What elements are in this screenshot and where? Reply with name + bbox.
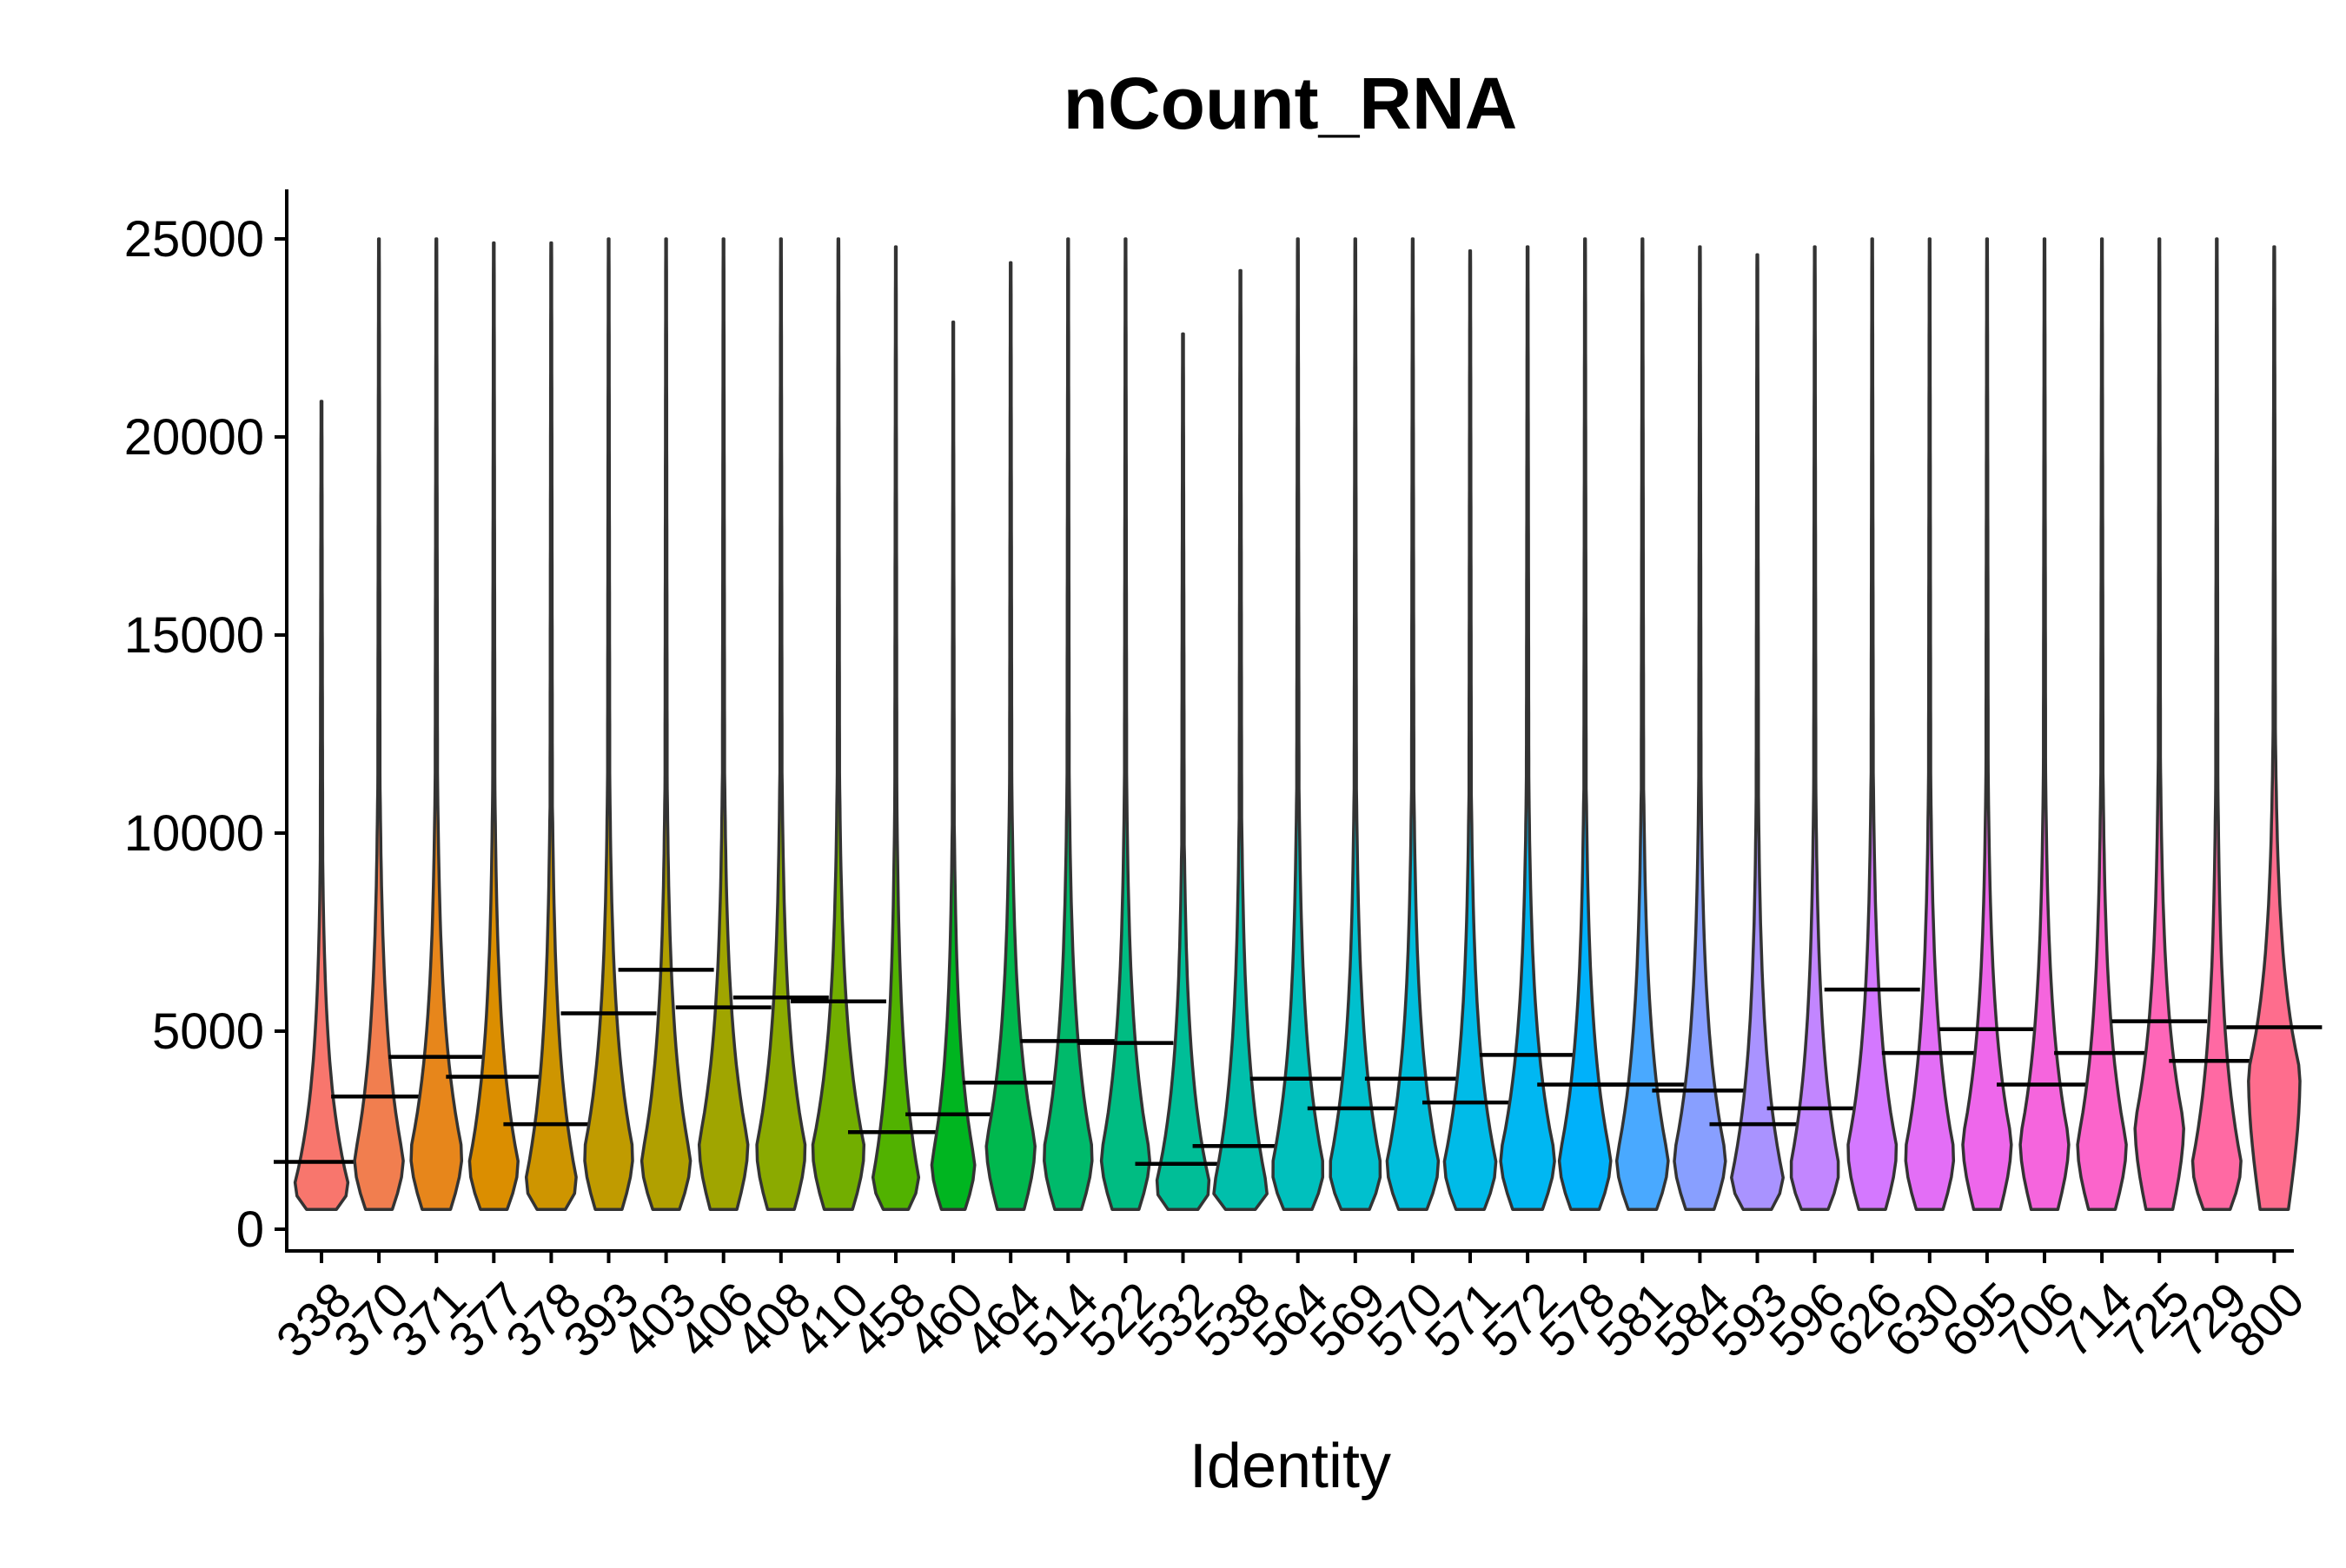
y-tick-label: 0	[236, 1201, 264, 1258]
violin-570	[1385, 237, 1441, 1211]
violin-571	[1442, 248, 1498, 1211]
plot-area: 0500010000150002000025000338370371377378…	[124, 189, 2323, 1367]
violin-393	[583, 237, 634, 1211]
chart-title: nCount_RNA	[1064, 63, 1518, 144]
violin-581	[1614, 237, 1670, 1211]
x-axis-label: Identity	[1190, 1432, 1391, 1501]
violin-706	[2018, 237, 2071, 1211]
violin-596	[1789, 245, 1840, 1211]
violin-800	[2247, 245, 2302, 1211]
violin-408	[755, 237, 807, 1211]
violin-725	[2133, 237, 2185, 1211]
violin-464	[984, 261, 1037, 1211]
x-tick-label: 800	[2218, 1272, 2315, 1368]
violin-522	[1099, 237, 1151, 1211]
violin-626	[1846, 237, 1899, 1211]
y-tick-label: 20000	[124, 409, 264, 466]
violin-532	[1155, 332, 1211, 1211]
violin-593	[1730, 253, 1785, 1211]
violin-338	[293, 400, 350, 1211]
violin-370	[353, 237, 405, 1211]
violin-584	[1673, 245, 1727, 1211]
violin-630	[1904, 237, 1956, 1211]
violin-406	[697, 237, 750, 1211]
y-tick-label: 5000	[152, 1003, 264, 1060]
violin-714	[2076, 237, 2128, 1211]
violin-378	[524, 241, 578, 1211]
violin-564	[1271, 237, 1325, 1211]
y-tick-label: 10000	[124, 805, 264, 862]
violin-569	[1329, 237, 1382, 1211]
violin-695	[1961, 237, 2013, 1211]
violin-578	[1557, 237, 1613, 1211]
violin-538	[1212, 268, 1269, 1211]
violin-514	[1043, 237, 1094, 1211]
violin-460	[930, 321, 977, 1211]
violin-458	[871, 245, 921, 1211]
violin-377	[467, 241, 520, 1211]
violin-403	[640, 237, 693, 1211]
y-tick-label: 15000	[124, 607, 264, 664]
violin-410	[811, 237, 866, 1211]
violin-729	[2190, 237, 2243, 1211]
violin-371	[409, 237, 464, 1211]
violin-572	[1499, 245, 1556, 1211]
y-tick-label: 25000	[124, 211, 264, 268]
